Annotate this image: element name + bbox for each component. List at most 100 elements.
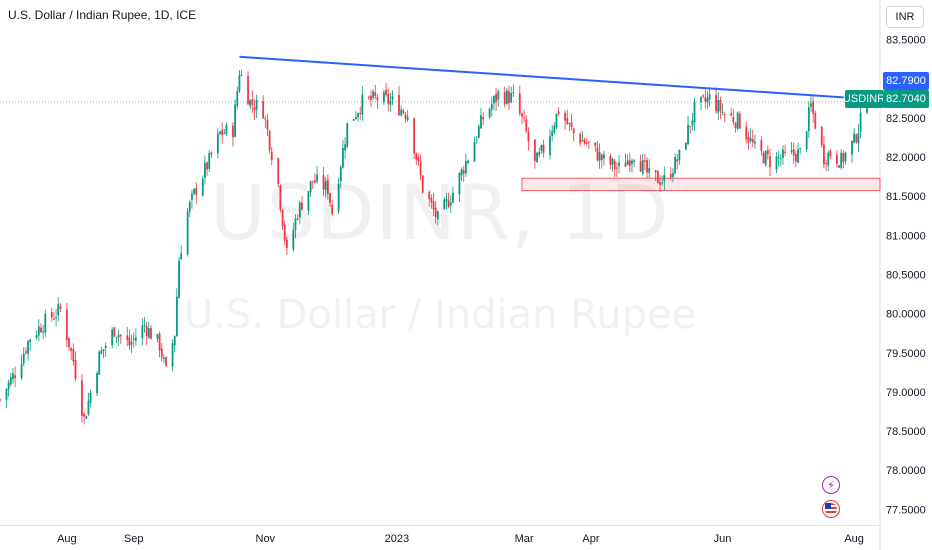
candle-body xyxy=(339,167,342,182)
candle-body xyxy=(626,160,629,165)
candle-body xyxy=(829,150,832,157)
x-tick-label: Jun xyxy=(714,533,732,545)
candle-body xyxy=(460,169,463,176)
candle-body xyxy=(130,342,133,345)
candle-body xyxy=(659,181,661,186)
candle-body xyxy=(147,328,150,338)
candle-body xyxy=(104,345,107,349)
candle-body xyxy=(255,100,258,110)
candle-body xyxy=(542,144,545,153)
candle-body xyxy=(81,380,83,416)
candle-body xyxy=(281,210,284,227)
candle-body xyxy=(708,94,711,100)
candle-body xyxy=(421,175,424,193)
candle-body xyxy=(736,112,739,129)
candle-body xyxy=(687,124,689,145)
candle-body xyxy=(654,170,657,173)
last-price-tag: 82.7040 xyxy=(883,90,929,108)
candle-body xyxy=(20,363,23,379)
candle-body xyxy=(178,260,180,299)
candle-body xyxy=(639,161,642,172)
us-flag-icon[interactable] xyxy=(822,500,840,518)
candle-body xyxy=(270,151,273,161)
candle-body xyxy=(534,139,536,161)
support-zone xyxy=(521,177,881,192)
candle-body xyxy=(646,160,648,173)
x-tick-label: Mar xyxy=(515,533,534,545)
candle-body xyxy=(510,93,513,103)
candle-body xyxy=(738,113,741,129)
candle-body xyxy=(160,348,163,358)
candle-body xyxy=(462,170,465,174)
candle-body xyxy=(715,94,717,112)
candle-body xyxy=(24,351,27,353)
candle-body xyxy=(814,112,817,129)
candle-body xyxy=(754,141,756,144)
candle-body xyxy=(693,102,696,123)
y-tick-label: 80.5000 xyxy=(886,269,926,281)
candle-body xyxy=(794,154,797,162)
candle-body xyxy=(294,218,297,230)
y-tick-label: 81.0000 xyxy=(886,230,926,242)
candle-body xyxy=(779,158,782,160)
candle-body xyxy=(419,162,422,176)
candle-body xyxy=(618,162,620,167)
candle-body xyxy=(445,199,448,201)
candle-body xyxy=(201,178,204,196)
candle-body xyxy=(113,327,116,337)
candle-body xyxy=(572,128,575,134)
candle-body xyxy=(314,180,316,183)
candle-body xyxy=(277,158,280,184)
candle-body xyxy=(391,96,394,100)
candle-body xyxy=(732,117,735,123)
candle-body xyxy=(285,239,288,249)
x-tick-label: Sep xyxy=(124,533,144,545)
candle-body xyxy=(9,377,12,385)
candle-body xyxy=(734,123,737,128)
candle-body xyxy=(805,131,808,150)
x-tick-label: Apr xyxy=(582,533,599,545)
candle-body xyxy=(372,91,375,99)
candle-body xyxy=(585,142,588,144)
candle-body xyxy=(311,180,314,182)
y-tick-label: 82.5000 xyxy=(886,113,926,125)
lightning-bolt-icon[interactable]: ⚡ xyxy=(822,476,840,494)
candle-body xyxy=(859,112,862,132)
candle-body xyxy=(782,149,784,158)
candle-body xyxy=(279,185,282,210)
candle-body xyxy=(844,152,847,162)
candle-body xyxy=(570,122,573,128)
symbol-price-tag: USDINR xyxy=(843,90,885,108)
candle-body xyxy=(361,94,364,115)
candle-body xyxy=(777,157,780,159)
candle-body xyxy=(525,119,528,132)
candle-body xyxy=(452,192,454,203)
candle-body xyxy=(236,91,239,107)
candle-body xyxy=(855,134,858,143)
currency-button[interactable]: INR xyxy=(886,6,924,28)
candle-body xyxy=(100,350,103,354)
candle-body xyxy=(505,90,508,104)
candle-body xyxy=(342,148,344,168)
candle-body xyxy=(579,133,582,144)
candle-body xyxy=(762,152,765,164)
candle-body xyxy=(799,148,802,150)
candle-body xyxy=(413,118,416,154)
candle-body xyxy=(792,149,795,156)
candle-body xyxy=(797,149,799,163)
candle-body xyxy=(247,75,249,105)
candle-body xyxy=(493,95,495,104)
candle-body xyxy=(475,139,478,141)
candle-body xyxy=(553,125,556,133)
candle-body xyxy=(55,317,57,319)
candle-body xyxy=(53,318,55,320)
candle-body xyxy=(555,113,558,128)
candle-body xyxy=(704,97,707,102)
candle-body xyxy=(89,392,92,403)
candle-body xyxy=(706,97,709,103)
candle-body xyxy=(749,137,752,142)
candle-body xyxy=(458,173,461,195)
candle-body xyxy=(191,193,193,200)
candle-body xyxy=(326,179,329,195)
